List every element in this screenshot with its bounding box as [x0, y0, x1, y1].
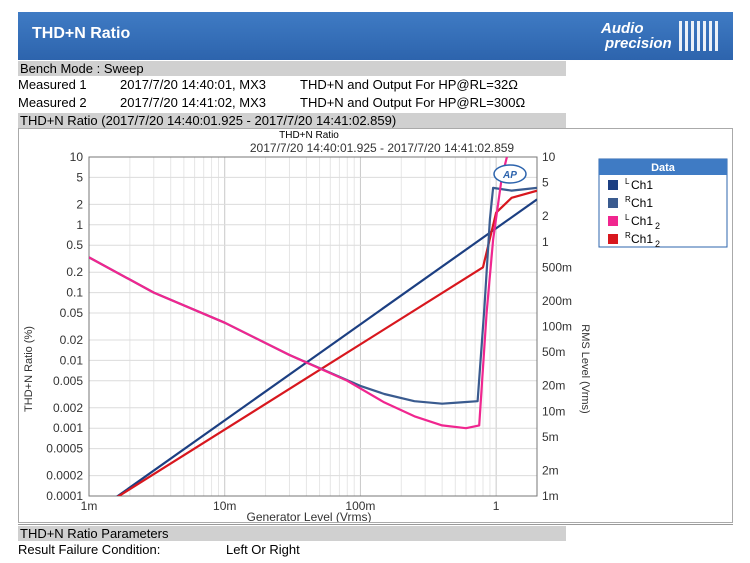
- divider: [18, 524, 733, 525]
- y2-tick-label: 500m: [542, 260, 572, 274]
- y-tick-label: 1: [76, 218, 83, 232]
- y-tick-label: 0.05: [60, 306, 84, 320]
- series-line-2: [89, 157, 508, 430]
- y-tick-label: 0.01: [60, 353, 84, 367]
- y-tick-label: 0.02: [60, 333, 84, 347]
- x-tick-label: 1: [493, 499, 500, 513]
- legend-title: Data: [651, 162, 676, 174]
- plot-frame: [88, 156, 538, 497]
- series-line-0: [115, 198, 537, 496]
- series-line-1: [89, 186, 537, 405]
- y-tick-label: 0.1: [66, 286, 83, 300]
- audio-precision-logo: Audio precision: [601, 18, 719, 54]
- legend-swatch: [608, 216, 618, 226]
- y2-tick-label: 50m: [542, 345, 565, 359]
- y2-tick-label: 10m: [542, 404, 565, 418]
- legend-channel: L: [625, 177, 630, 186]
- param-value: Left Or Right: [226, 542, 300, 557]
- legend-label: Ch1: [631, 196, 653, 210]
- y2-tick-label: 100m: [542, 320, 572, 334]
- measurement-label: Measured 1: [18, 77, 87, 92]
- measurement-timestamp: 2017/7/20 14:40:01, MX3: [120, 77, 267, 92]
- measurement-desc: THD+N and Output For HP@RL=300Ω: [300, 95, 526, 110]
- logo-line2: precision: [605, 35, 672, 52]
- legend-subscript: 2: [655, 239, 660, 249]
- bench-mode-band: Bench Mode : Sweep: [18, 61, 566, 76]
- y-tick-label: 0.001: [53, 421, 83, 435]
- measurement-row-2: Measured 2 2017/7/20 14:41:02, MX3 THD+N a…: [18, 95, 525, 110]
- y2-tick-label: 10: [542, 150, 556, 164]
- y2-tick-label: 1: [542, 235, 549, 249]
- x-axis-label: Generator Level (Vrms): [247, 510, 372, 522]
- chart-title: THD+N Ratio: [279, 130, 339, 141]
- chart-series: [89, 157, 537, 496]
- legend-label: Ch1: [631, 232, 653, 246]
- legend-channel: L: [625, 213, 630, 222]
- y-tick-label: 0.5: [66, 238, 83, 252]
- chart-grid: [88, 156, 538, 497]
- report-header: THD+N Ratio Audio precision: [18, 12, 733, 60]
- x-tick-label: 10m: [213, 499, 236, 513]
- y-tick-label: 5: [76, 170, 83, 184]
- y-tick-label: 2: [76, 197, 83, 211]
- y-tick-label: 0.0001: [46, 489, 83, 503]
- params-row: Result Failure Condition: Left Or Right: [18, 542, 300, 557]
- param-label: Result Failure Condition:: [18, 542, 161, 557]
- y2-tick-label: 200m: [542, 294, 572, 308]
- chart-ticks: 1m 10m 100m 1 10 5 2 1 0.5 0.2 0.1 0.05 0.02 0.01 0.00…: [46, 150, 572, 513]
- measurement-timestamp: 2017/7/20 14:41:02, MX3: [120, 95, 267, 110]
- chart-container: 1m 10m 100m 1 10 5 2 1 0.5 0.2 0.1 0.05 0.02 0.01 0.00…: [18, 128, 733, 524]
- series-line-3: [116, 189, 537, 496]
- thdn-chart: 1m 10m 100m 1 10 5 2 1 0.5 0.2 0.1 0.05 0.02 0.01 0.00…: [23, 130, 728, 524]
- params-band: THD+N Ratio Parameters: [18, 526, 566, 541]
- x-tick-label: 100m: [345, 499, 375, 513]
- measurement-label: Measured 2: [18, 95, 87, 110]
- measurement-desc: THD+N and Output For HP@RL=32Ω: [300, 77, 519, 92]
- legend-swatch: [608, 234, 618, 244]
- logo-bars-icon: [679, 21, 719, 51]
- y2-tick-label: 5: [542, 176, 549, 190]
- legend-channel: R: [625, 195, 631, 204]
- y-axis-label: THD+N Ratio (%): [23, 326, 35, 412]
- y-tick-label: 0.002: [53, 401, 83, 415]
- chart-subtitle: 2017/7/20 14:40:01.925 - 2017/7/20 14:41…: [250, 141, 515, 155]
- y-tick-label: 0.2: [66, 265, 83, 279]
- y2-axis-label: RMS Level (Vrms): [579, 324, 591, 413]
- legend-subscript: 2: [655, 221, 660, 231]
- y-tick-label: 10: [70, 150, 84, 164]
- legend-swatch: [608, 198, 618, 208]
- y-tick-label: 0.0002: [46, 469, 83, 483]
- logo-line1: Audio: [601, 20, 644, 37]
- y2-tick-label: 20m: [542, 379, 565, 393]
- svg-text:AP: AP: [502, 170, 517, 181]
- y-tick-label: 0.005: [53, 374, 83, 388]
- legend-label: Ch1: [631, 214, 653, 228]
- chart-section-band: THD+N Ratio (2017/7/20 14:40:01.925 - 20…: [18, 113, 566, 128]
- chart-axes: [88, 156, 538, 497]
- legend-label: Ch1: [631, 178, 653, 192]
- measurement-row-1: Measured 1 2017/7/20 14:40:01, MX3 THD+N a…: [18, 77, 518, 92]
- report-title: THD+N Ratio: [32, 25, 131, 42]
- y2-tick-label: 2: [542, 209, 549, 223]
- x-tick-label: 1m: [81, 499, 98, 513]
- y2-tick-label: 5m: [542, 430, 559, 444]
- legend-channel: R: [625, 231, 631, 240]
- y-tick-label: 0.0005: [46, 442, 83, 456]
- legend-swatch: [608, 180, 618, 190]
- ap-badge-icon: AP: [493, 164, 527, 184]
- y2-tick-label: 1m: [542, 489, 559, 503]
- y2-tick-label: 2m: [542, 463, 559, 477]
